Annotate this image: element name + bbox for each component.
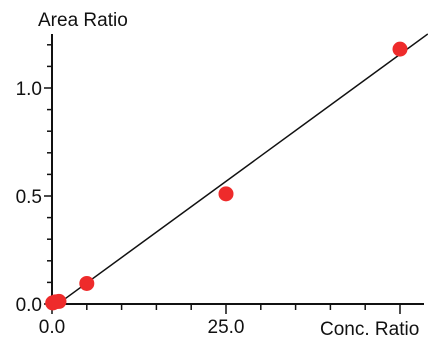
chart-marks — [45, 33, 428, 311]
plot-area: 0.0 0.5 1.0 0.0 25.0 — [16, 34, 424, 337]
y-tick-label: 0.0 — [16, 295, 42, 316]
data-point — [51, 293, 67, 309]
x-tick-label: 25.0 — [208, 317, 245, 337]
y-tick-label: 1.0 — [16, 79, 42, 100]
fit-line — [51, 33, 428, 309]
data-point — [79, 275, 95, 291]
data-point — [392, 41, 408, 57]
x-axis-label: Conc. Ratio — [320, 319, 419, 337]
y-axis-label: Area Ratio — [38, 10, 128, 31]
data-point — [218, 186, 234, 202]
y-tick-label: 0.5 — [16, 187, 42, 208]
x-tick-label: 0.0 — [39, 317, 65, 337]
